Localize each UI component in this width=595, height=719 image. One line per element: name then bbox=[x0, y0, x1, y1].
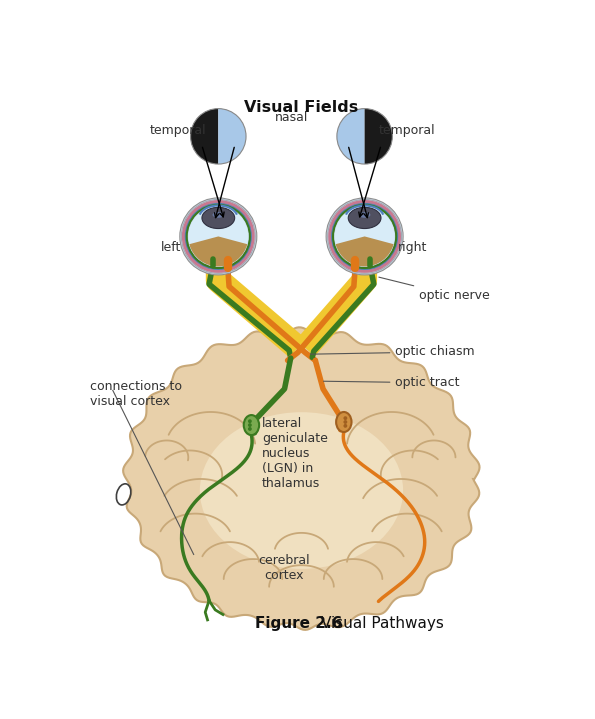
Circle shape bbox=[343, 420, 347, 424]
Text: Visual Fields: Visual Fields bbox=[245, 100, 359, 115]
Wedge shape bbox=[365, 109, 392, 164]
Circle shape bbox=[188, 206, 248, 267]
Ellipse shape bbox=[244, 415, 259, 435]
Circle shape bbox=[326, 198, 403, 275]
Circle shape bbox=[334, 206, 394, 267]
Text: temporal: temporal bbox=[150, 124, 206, 137]
Wedge shape bbox=[337, 109, 365, 164]
Wedge shape bbox=[189, 237, 248, 267]
Circle shape bbox=[343, 424, 347, 428]
Text: lateral
geniculate
nucleus
(LGN) in
thalamus: lateral geniculate nucleus (LGN) in thal… bbox=[262, 418, 328, 490]
Text: right: right bbox=[397, 242, 427, 255]
Circle shape bbox=[248, 423, 252, 427]
Text: optic nerve: optic nerve bbox=[379, 277, 489, 302]
Wedge shape bbox=[336, 237, 394, 267]
Circle shape bbox=[180, 198, 257, 275]
Circle shape bbox=[248, 427, 252, 431]
Text: optic chiasm: optic chiasm bbox=[311, 345, 475, 359]
Ellipse shape bbox=[202, 207, 234, 229]
Text: cerebral
cortex: cerebral cortex bbox=[258, 554, 309, 582]
Circle shape bbox=[248, 419, 252, 423]
Ellipse shape bbox=[348, 207, 381, 229]
Text: optic tract: optic tract bbox=[324, 376, 460, 389]
Ellipse shape bbox=[336, 412, 352, 432]
Text: temporal: temporal bbox=[378, 124, 436, 137]
Text: nasal: nasal bbox=[275, 111, 308, 124]
Text: left: left bbox=[161, 242, 181, 255]
Wedge shape bbox=[218, 109, 246, 164]
Polygon shape bbox=[123, 327, 480, 630]
Text: Figure 2.6: Figure 2.6 bbox=[255, 616, 342, 631]
Text: connections to
visual cortex: connections to visual cortex bbox=[90, 380, 181, 408]
Ellipse shape bbox=[212, 212, 224, 218]
Ellipse shape bbox=[359, 212, 370, 218]
Circle shape bbox=[343, 416, 347, 420]
Wedge shape bbox=[190, 109, 218, 164]
Text: Visual Pathways: Visual Pathways bbox=[321, 616, 444, 631]
Ellipse shape bbox=[200, 412, 403, 569]
